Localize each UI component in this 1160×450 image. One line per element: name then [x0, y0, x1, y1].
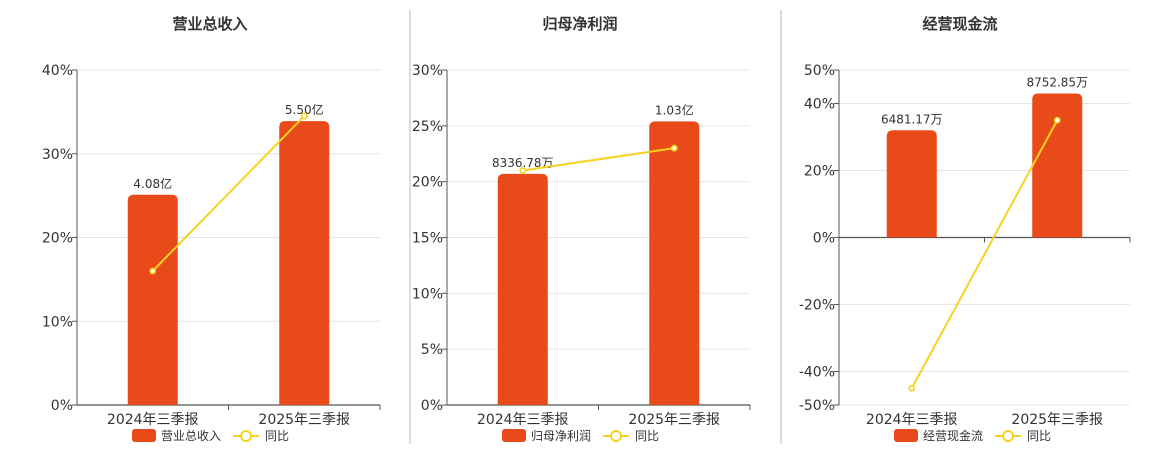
y-tick-label: 5% — [421, 342, 443, 358]
legend-bar-swatch — [502, 429, 526, 442]
bar — [497, 173, 548, 405]
y-tick-label: 20% — [804, 164, 835, 180]
y-tick-label: 30% — [412, 63, 443, 79]
bar-data-label: 8752.85万 — [1026, 75, 1088, 89]
chart-title: 归母净利润 — [542, 15, 617, 33]
legend-line-marker — [1002, 430, 1015, 442]
bar — [127, 194, 178, 405]
yoy-point — [1053, 116, 1061, 124]
legend-line-marker — [240, 430, 253, 442]
bar-data-label: 5.50亿 — [285, 102, 324, 117]
legend-line-label: 同比 — [635, 429, 659, 443]
legend-line-label: 同比 — [1027, 429, 1051, 443]
chart-3: 经营现金流 -50% -40% -20% 0% 20% 40% 50% 2024年三季报 6481… — [799, 15, 1131, 443]
legend-bar-label: 经营现金流 — [923, 428, 983, 443]
y-tick-label: 20% — [412, 175, 443, 191]
legend-bar-label: 营业总收入 — [161, 429, 221, 443]
yoy-point — [300, 112, 308, 120]
y-tick-label: 15% — [412, 231, 443, 247]
bar-data-label: 1.03亿 — [655, 102, 694, 117]
y-tick-label: 30% — [42, 147, 73, 163]
y-tick-label: 10% — [412, 286, 443, 302]
x-tick-label: 2024年三季报 — [866, 412, 958, 428]
y-tick-label: 10% — [42, 314, 73, 330]
legend-bar-swatch — [132, 429, 156, 442]
bar — [886, 130, 937, 238]
chart-1: 营业总收入 0% 10% 20% 30% 40% 2024年三季报 4.08亿 2025年三季报… — [42, 15, 381, 443]
yoy-point — [908, 384, 916, 392]
chart-2: 归母净利润 0% 5% 10% 15% 20% 25% 30% 2024年三季报 8336.78万… — [412, 15, 751, 443]
x-tick-label: 2025年三季报 — [1011, 412, 1103, 428]
y-tick-label: 40% — [42, 63, 73, 79]
bar — [279, 121, 330, 406]
legend-line-label: 同比 — [265, 429, 289, 443]
yoy-point — [519, 167, 527, 174]
y-tick-label: 50% — [804, 63, 835, 79]
x-tick-label: 2025年三季报 — [258, 412, 350, 428]
chart-title: 经营现金流 — [922, 15, 997, 33]
bar-data-label: 4.08亿 — [133, 176, 172, 191]
bar — [1032, 93, 1083, 238]
y-tick-label: 0% — [813, 231, 835, 247]
y-tick-label: 40% — [804, 97, 835, 113]
y-tick-label: 20% — [42, 231, 73, 247]
legend-bar-label: 归母净利润 — [531, 429, 591, 443]
x-tick-label: 2024年三季报 — [107, 412, 199, 428]
x-tick-label: 2025年三季报 — [628, 412, 720, 428]
y-tick-label: 0% — [51, 398, 73, 414]
y-tick-label: -50% — [799, 398, 835, 414]
y-tick-label: 0% — [421, 398, 443, 414]
chart-title: 营业总收入 — [172, 15, 247, 33]
y-tick-label: -40% — [799, 365, 835, 381]
bar-data-label: 6481.17万 — [881, 112, 943, 126]
bar — [649, 121, 700, 405]
yoy-line — [522, 147, 675, 172]
bar-data-label: 8336.78万 — [492, 156, 554, 170]
legend-bar-swatch — [894, 429, 918, 442]
y-tick-label: 25% — [412, 119, 443, 135]
yoy-line — [152, 115, 305, 272]
yoy-point — [149, 267, 157, 275]
x-tick-label: 2024年三季报 — [477, 412, 569, 428]
legend-line-marker — [610, 430, 623, 442]
yoy-point — [670, 144, 678, 152]
y-tick-label: -20% — [799, 298, 835, 314]
yoy-line — [910, 119, 1059, 389]
